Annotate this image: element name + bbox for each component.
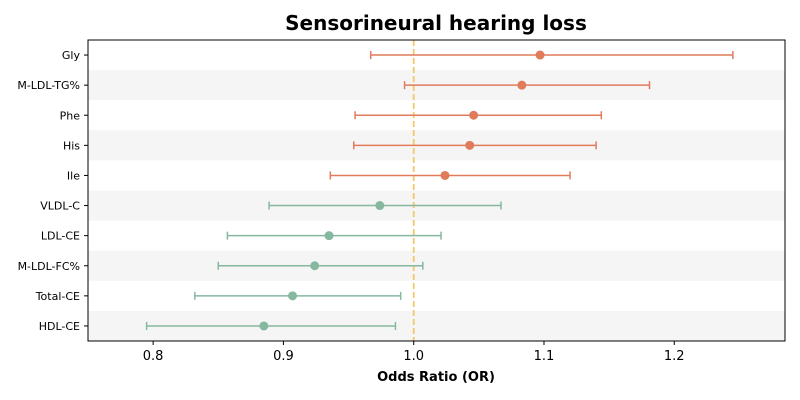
x-tick-label: 1.0	[403, 349, 424, 364]
or-point	[465, 140, 475, 150]
or-point	[310, 261, 320, 271]
x-tick-label: 0.9	[273, 349, 294, 364]
category-label: VLDL-C	[40, 200, 80, 213]
or-point	[535, 50, 545, 60]
x-axis-label: Odds Ratio (OR)	[377, 370, 495, 385]
y-axis: Gly M-LDL-TG% Phe His Ile VLDL-C LDL-CE M-LDL-F…	[17, 49, 88, 333]
category-label: Phe	[60, 109, 81, 122]
category-label: M-LDL-FC%	[18, 260, 80, 273]
category-label: HDL-CE	[39, 320, 80, 333]
or-point	[288, 291, 298, 301]
plot-marks	[145, 50, 734, 331]
category-label: Ile	[67, 169, 80, 182]
or-point	[324, 231, 334, 241]
category-label: His	[63, 139, 80, 152]
row-band	[88, 250, 785, 281]
or-point	[375, 201, 385, 211]
x-tick-label: 1.1	[534, 349, 555, 364]
x-tick-label: 0.8	[143, 349, 164, 364]
category-label: Gly	[62, 49, 81, 62]
category-label: M-LDL-TG%	[17, 79, 80, 92]
or-point	[440, 170, 450, 180]
or-point	[517, 80, 527, 90]
or-point	[469, 110, 479, 120]
category-label: LDL-CE	[41, 230, 80, 243]
or-point	[259, 321, 269, 331]
x-tick-label: 1.2	[664, 349, 685, 364]
chart-title: Sensorineural hearing loss	[285, 11, 587, 35]
x-axis: 0.8 0.9 1.0 1.1 1.2	[143, 341, 685, 364]
plot-frame	[87, 39, 786, 342]
category-label: Total-CE	[35, 290, 80, 303]
